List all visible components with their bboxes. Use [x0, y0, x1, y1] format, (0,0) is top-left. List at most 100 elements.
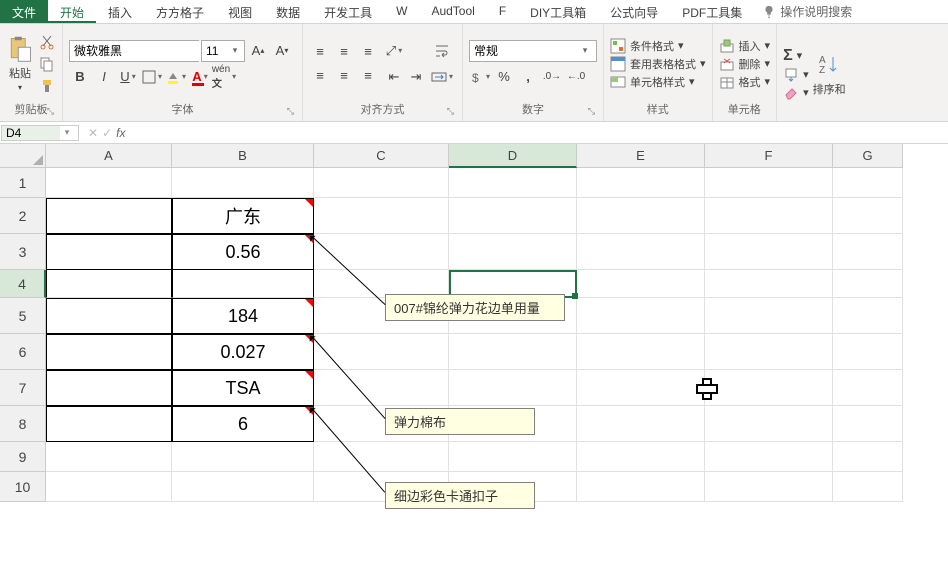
row-header-2[interactable]: 2 [0, 198, 46, 234]
cell-B4[interactable] [172, 270, 314, 298]
row-header-4[interactable]: 4 [0, 270, 46, 298]
fill-button[interactable]: ▾ [783, 67, 809, 83]
confirm-formula-button[interactable]: ✓ [102, 126, 112, 140]
cell-F8[interactable] [705, 406, 833, 442]
tab-公式向导[interactable]: 公式向导 [598, 0, 670, 23]
cell-E8[interactable] [577, 406, 705, 442]
cell-A8[interactable] [46, 406, 172, 442]
tab-DIY工具箱[interactable]: DIY工具箱 [518, 0, 598, 23]
tab-方方格子[interactable]: 方方格子 [144, 0, 216, 23]
decrease-decimal-button[interactable]: ←.0 [565, 66, 587, 88]
align-bottom-button[interactable]: ≡ [357, 41, 379, 63]
launcher-number[interactable]: ⤡ [588, 106, 595, 117]
align-top-button[interactable]: ≡ [309, 41, 331, 63]
format-painter-button[interactable] [38, 77, 56, 95]
cell-B6[interactable]: 0.027 [172, 334, 314, 370]
cell-F9[interactable] [705, 442, 833, 472]
cell-A9[interactable] [46, 442, 172, 472]
cell-D7[interactable] [449, 370, 577, 406]
tell-me-search[interactable]: 操作说明搜索 [762, 0, 852, 23]
row-header-10[interactable]: 10 [0, 472, 46, 502]
row-header-6[interactable]: 6 [0, 334, 46, 370]
col-header-G[interactable]: G [833, 144, 903, 168]
cell-C1[interactable] [314, 168, 449, 198]
col-header-B[interactable]: B [172, 144, 314, 168]
increase-decimal-button[interactable]: .0→ [541, 66, 563, 88]
cell-F10[interactable] [705, 472, 833, 502]
cell-F7[interactable] [705, 370, 833, 406]
cell-F2[interactable] [705, 198, 833, 234]
cell-C7[interactable] [314, 370, 449, 406]
tab-插入[interactable]: 插入 [96, 0, 144, 23]
orientation-button[interactable]: ⤢ [383, 40, 405, 62]
fill-color-button[interactable] [165, 66, 187, 88]
col-header-A[interactable]: A [46, 144, 172, 168]
tab-PDF工具集[interactable]: PDF工具集 [670, 0, 754, 23]
cell-C9[interactable] [314, 442, 449, 472]
cell-A3[interactable] [46, 234, 172, 270]
cell-F6[interactable] [705, 334, 833, 370]
cell-C2[interactable] [314, 198, 449, 234]
cell-E3[interactable] [577, 234, 705, 270]
phonetic-button[interactable]: wén文 [213, 66, 235, 88]
clear-button[interactable]: ▾ [783, 85, 809, 101]
tab-F[interactable]: F [487, 0, 518, 23]
align-left-button[interactable]: ≡ [309, 65, 331, 87]
launcher-align[interactable]: ⤡ [447, 106, 454, 117]
cell-G4[interactable] [833, 270, 903, 298]
cell-F1[interactable] [705, 168, 833, 198]
cell-B2[interactable]: 广东 [172, 198, 314, 234]
row-header-5[interactable]: 5 [0, 298, 46, 334]
cell-B5[interactable]: 184 [172, 298, 314, 334]
cell-G8[interactable] [833, 406, 903, 442]
cell-A7[interactable] [46, 370, 172, 406]
comma-button[interactable]: , [517, 66, 539, 88]
col-header-F[interactable]: F [705, 144, 833, 168]
outdent-button[interactable]: ⇤ [383, 66, 405, 88]
conditional-format-button[interactable]: 条件格式 ▾ [610, 38, 706, 54]
autosum-button[interactable]: Σ ▾ [783, 47, 809, 65]
cell-C3[interactable] [314, 234, 449, 270]
tab-AudTool[interactable]: AudTool [419, 0, 486, 23]
cell-A6[interactable] [46, 334, 172, 370]
cell-G6[interactable] [833, 334, 903, 370]
tab-数据[interactable]: 数据 [264, 0, 312, 23]
cell-G5[interactable] [833, 298, 903, 334]
cell-G7[interactable] [833, 370, 903, 406]
col-header-D[interactable]: D [449, 144, 577, 168]
cell-D6[interactable] [449, 334, 577, 370]
align-right-button[interactable]: ≡ [357, 65, 379, 87]
cell-B7[interactable]: TSA [172, 370, 314, 406]
cell-styles-button[interactable]: 单元格样式 ▾ [610, 74, 706, 90]
increase-font-button[interactable]: A▴ [247, 40, 269, 62]
cell-B10[interactable] [172, 472, 314, 502]
italic-button[interactable]: I [93, 66, 115, 88]
cell-E4[interactable] [577, 270, 705, 298]
cell-A1[interactable] [46, 168, 172, 198]
cell-D1[interactable] [449, 168, 577, 198]
paste-button[interactable]: 粘贴 ▾ [6, 35, 34, 92]
cell-E7[interactable] [577, 370, 705, 406]
tab-开始[interactable]: 开始 [48, 0, 96, 23]
wrap-text-button[interactable] [431, 40, 453, 62]
format-as-table-button[interactable]: 套用表格格式 ▾ [610, 56, 706, 72]
cell-A10[interactable] [46, 472, 172, 502]
launcher-font[interactable]: ⤡ [287, 106, 294, 117]
underline-button[interactable]: U [117, 66, 139, 88]
cell-C6[interactable] [314, 334, 449, 370]
cell-D9[interactable] [449, 442, 577, 472]
decrease-font-button[interactable]: A▾ [271, 40, 293, 62]
merge-button[interactable] [431, 66, 453, 88]
sort-filter-button[interactable]: AZ 排序和 [813, 51, 846, 97]
cell-E6[interactable] [577, 334, 705, 370]
border-button[interactable] [141, 66, 163, 88]
tab-视图[interactable]: 视图 [216, 0, 264, 23]
cell-E5[interactable] [577, 298, 705, 334]
launcher-clipboard[interactable]: ⤡ [47, 106, 54, 117]
cell-G10[interactable] [833, 472, 903, 502]
col-header-E[interactable]: E [577, 144, 705, 168]
cell-A2[interactable] [46, 198, 172, 234]
accounting-button[interactable]: $ [469, 66, 491, 88]
delete-cells-button[interactable]: 删除 ▾ [719, 56, 771, 72]
cell-G2[interactable] [833, 198, 903, 234]
